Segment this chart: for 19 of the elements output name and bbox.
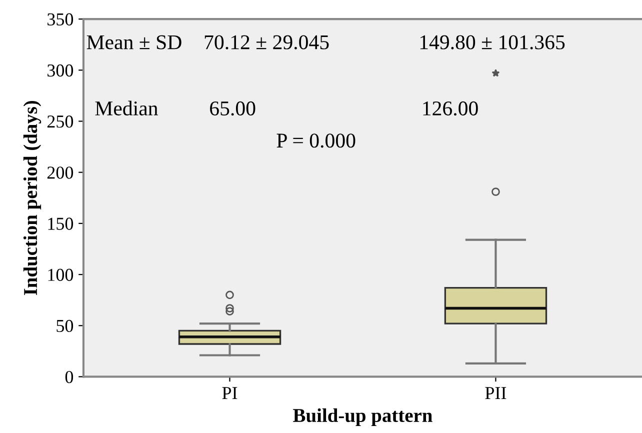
annotation: 65.00 <box>210 101 256 116</box>
annotation: 149.80 ± 101.365 <box>420 35 565 50</box>
annotation: Median <box>95 100 158 116</box>
y-tick-label: 350 <box>48 13 74 26</box>
x-axis-title: Build-up pattern <box>293 408 432 426</box>
y-tick-label: 100 <box>48 268 74 281</box>
annotation: 70.12 ± 29.045 <box>204 35 329 50</box>
y-tick-label: 50 <box>56 320 74 332</box>
annotation: Mean ± SD <box>86 35 182 50</box>
y-axis-title: Induction period (days) <box>23 100 42 296</box>
y-tick-label: 300 <box>48 64 74 77</box>
y-tick-label: 250 <box>47 115 74 128</box>
y-tick-label: 200 <box>47 166 74 179</box>
y-tick-label: 0 <box>65 370 74 384</box>
y-tick-label: 150 <box>48 218 74 230</box>
annotation: P = 0.000 <box>276 134 356 148</box>
x-tick-label: PII <box>485 387 506 399</box>
annotation: 126.00 <box>423 101 478 116</box>
x-tick-label: PI <box>222 387 238 399</box>
